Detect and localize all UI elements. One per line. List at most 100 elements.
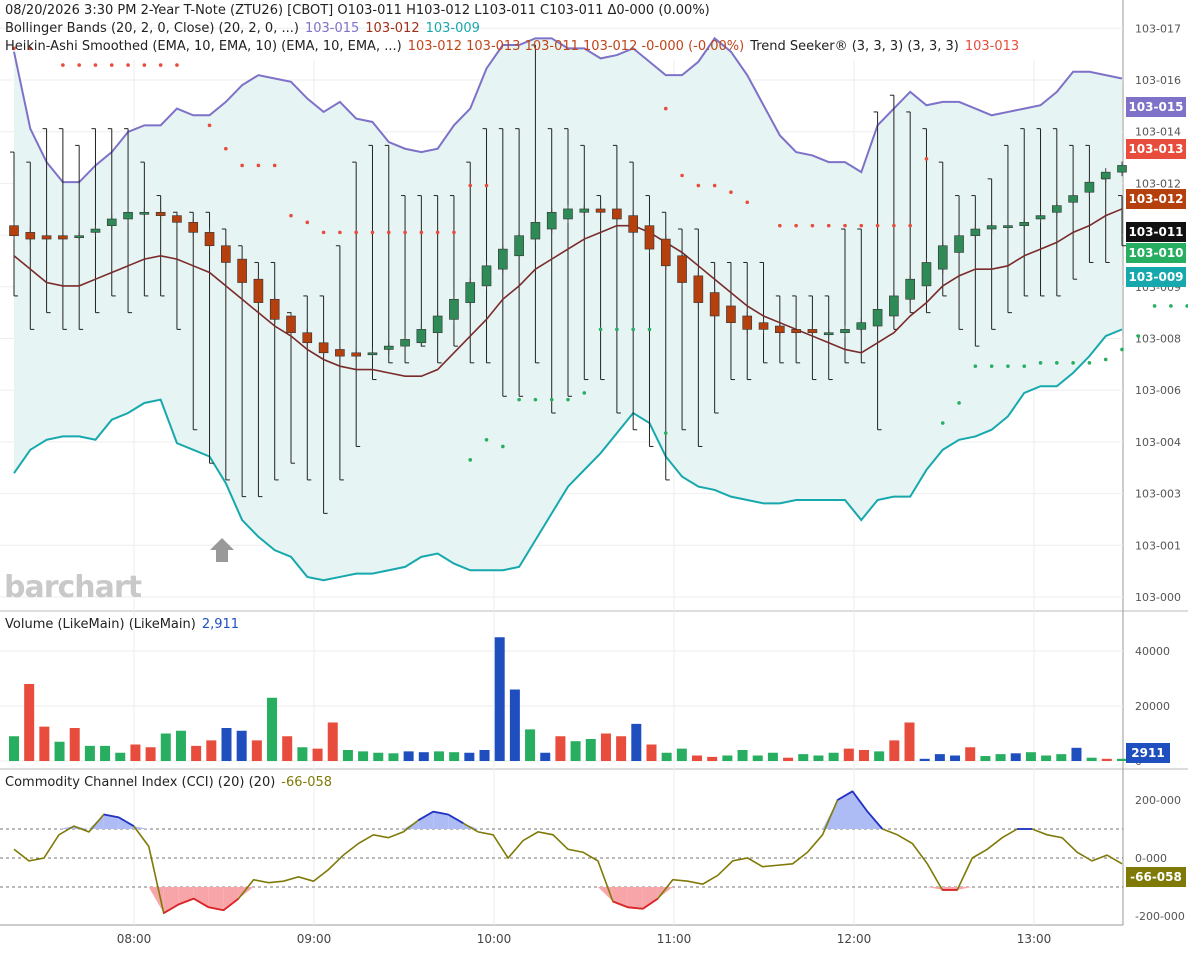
volume-bar [661,752,672,761]
volume-bar [722,755,733,761]
ha-candle [253,278,264,303]
cci-title-row: Commodity Channel Index (CCI) (20) (20) -… [5,775,332,790]
volume-bar [692,755,703,761]
volume-y-tick-label: 20000 [1135,700,1170,713]
trend-seeker-dot-red [109,63,114,67]
cci-y-tick-label: 0-000 [1135,852,1167,865]
ha-label: Heikin-Ashi Smoothed (EMA, 10, EMA, 10) … [5,39,402,54]
volume-bar [980,756,991,761]
volume-y-tick-label: 40000 [1135,645,1170,658]
volume-bar [874,751,885,761]
volume-bar [9,736,19,761]
trend-seeker-dot-red [712,183,717,188]
cci-low-segment [178,897,195,906]
ha-candle [1052,205,1062,213]
ha-candle [1019,222,1030,226]
trend-seeker-dot-red [810,223,815,228]
volume-bar [585,739,596,761]
ha-candle [1035,215,1046,220]
ha-candle [726,305,736,323]
trend-seeker-dot-red [875,223,880,228]
trend-seeker-dot-red [908,223,912,228]
volume-bar [1025,752,1036,761]
cci-overbought-fill [433,811,449,829]
bollinger-lower-line [13,328,1123,582]
ha-candle [302,332,313,344]
cci-high-segment [417,810,434,822]
ha-candle [595,208,606,213]
ha-candle [628,215,638,233]
trend-seeker-dot-red [61,63,65,67]
header-line-3: Heikin-Ashi Smoothed (EMA, 10, EMA, 10) … [5,39,1019,55]
y-tick-label: 103-016 [1135,74,1181,87]
volume-bar [540,752,551,761]
ha-candle [1068,195,1078,203]
volume-bar [631,723,642,761]
volume-bar [843,748,854,761]
volume-bar [1117,758,1127,761]
cci-overbought-fill [133,826,149,829]
trend-seeker-dot-red [468,183,473,188]
ha-candle [41,235,52,240]
ha-candle [383,345,394,350]
ha-candle [155,211,166,216]
volume-bar [206,740,217,761]
volume-bar [221,728,232,761]
volume-bar [934,754,945,761]
trend-seeker-dot-green [533,397,538,402]
volume-bar [418,752,429,761]
trend-seeker-dot-green [615,327,619,332]
trend-seeker-dot-green [484,437,489,442]
x-tick-label: 12:00 [837,932,872,946]
ha-candle [775,325,785,334]
volume-bar [1056,754,1067,761]
price-label-text: 103-011 [1128,225,1183,239]
trend-seeker-dot-red [305,220,310,225]
volume-bar [236,730,247,761]
trend-seeker-dot-green [1120,347,1124,352]
volume-bar [479,750,490,761]
volume-value: 2,911 [201,617,240,632]
price-label-text: 103-012 [1128,192,1183,206]
volume-bar [115,752,126,761]
trend-seeker-dot-green [989,364,994,368]
cci-high-segment [866,811,884,830]
ts-value: 103-013 [964,39,1020,54]
trend-seeker-dot-red [794,223,798,228]
volume-bar [69,728,80,761]
trend-seeker-dot-green [631,327,635,332]
cci-low-segment [627,906,643,910]
y-tick-label: 103-012 [1135,177,1181,190]
bb-label: Bollinger Bands (20, 2, 0, Close) (20, 2… [5,21,299,36]
trend-seeker-dot-red [452,230,456,235]
trend-seeker-dot-red [892,223,896,228]
trend-seeker-dot-red [321,230,326,235]
ha-candle [106,218,117,226]
ha-candle [74,235,84,239]
ha-candle [123,211,133,220]
volume-bar [676,748,687,761]
y-tick-label: 103-004 [1135,436,1181,449]
trend-seeker-dot-green [647,327,652,332]
trend-seeker-dot-red [77,63,81,67]
trend-seeker-dot-green [566,397,570,402]
ha-candle [758,322,769,330]
trend-seeker-dot-green [1006,364,1010,368]
trend-seeker-dot-red [386,230,391,235]
volume-bar [100,745,111,761]
bb-mid-value: 103-012 [365,21,420,36]
cci-low-segment [163,903,180,914]
trend-seeker-dot-red [680,173,684,178]
trend-seeker-dot-red [224,146,228,151]
price-label-box [1126,139,1186,159]
volume-last-label: 2911 [1131,746,1164,760]
price-label-text: 103-015 [1128,100,1183,114]
volume-bar [965,747,976,761]
ha-candle [367,352,378,356]
cci-oversold-fill [238,887,254,899]
ha-candle [677,255,687,283]
x-tick-label: 08:00 [117,932,152,946]
trend-seeker-dot-red [484,183,489,188]
ha-candle [269,298,280,320]
cci-high-segment [447,813,464,824]
